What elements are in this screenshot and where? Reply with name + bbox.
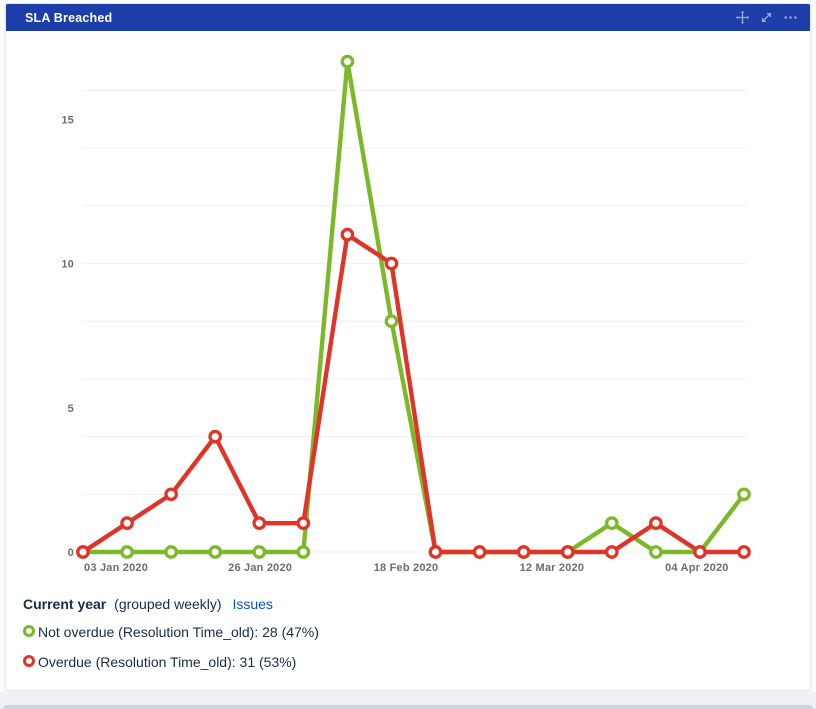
data-point-overdue-14[interactable] xyxy=(693,545,707,559)
legend-label-overdue: Overdue (Resolution Time_old): 31 (53%) xyxy=(38,654,297,670)
expand-icon[interactable] xyxy=(759,10,774,25)
data-point-not-overdue-1[interactable] xyxy=(120,545,134,559)
data-point-overdue-1[interactable] xyxy=(120,516,134,530)
x-axis-tick-label: 04 Apr 2020 xyxy=(665,562,729,574)
series-line-overdue xyxy=(80,232,747,555)
data-point-not-overdue-12[interactable] xyxy=(604,516,619,530)
data-point-overdue-8[interactable] xyxy=(428,545,443,559)
y-axis-tick-label: 0 xyxy=(68,547,74,559)
y-axis-tick-label: 15 xyxy=(61,114,74,126)
data-point-not-overdue-2[interactable] xyxy=(164,545,178,559)
move-icon[interactable] xyxy=(735,10,750,25)
data-point-overdue-0[interactable] xyxy=(76,545,90,559)
x-axis-tick-label: 03 Jan 2020 xyxy=(84,562,148,574)
data-point-overdue-13[interactable] xyxy=(649,516,663,530)
chart-legend: Current year (grouped weekly) Issues Not… xyxy=(6,583,810,677)
legend-item-overdue[interactable]: Overdue (Resolution Time_old): 31 (53%) xyxy=(23,647,810,677)
data-point-overdue-4[interactable] xyxy=(252,516,267,530)
legend-title-row: Current year (grouped weekly) Issues xyxy=(23,596,810,612)
x-axis-tick-label: 12 Mar 2020 xyxy=(520,562,585,574)
next-gadget-top-edge xyxy=(3,705,813,709)
gadget-header: SLA Breached xyxy=(6,4,810,31)
data-point-not-overdue-3[interactable] xyxy=(208,545,223,559)
y-axis-tick-label: 5 xyxy=(68,403,74,415)
data-point-overdue-7[interactable] xyxy=(384,256,399,271)
page-background-strip xyxy=(0,692,816,709)
x-axis-tick-label: 18 Feb 2020 xyxy=(374,562,439,574)
data-point-not-overdue-15[interactable] xyxy=(737,487,751,502)
data-point-not-overdue-13[interactable] xyxy=(649,545,663,559)
data-point-overdue-3[interactable] xyxy=(208,429,223,444)
data-point-not-overdue-5[interactable] xyxy=(296,545,311,559)
data-point-overdue-12[interactable] xyxy=(604,545,619,559)
sla-line-chart: 0 5 10 15 03 Jan 2020 26 Jan 2020 18 Feb 2020 1… xyxy=(61,54,751,574)
data-point-overdue-2[interactable] xyxy=(164,487,178,502)
data-point-not-overdue-6[interactable] xyxy=(340,54,355,69)
y-axis-tick-label: 10 xyxy=(61,259,74,271)
data-point-overdue-6[interactable] xyxy=(340,227,355,242)
more-icon[interactable] xyxy=(783,10,798,25)
data-point-overdue-10[interactable] xyxy=(516,545,531,559)
dashboard-gadget: SLA Breached 0 5 10 15 03 xyxy=(5,3,811,691)
legend-filter-name: Current year xyxy=(23,596,107,612)
data-point-overdue-5[interactable] xyxy=(296,516,311,530)
data-point-overdue-11[interactable] xyxy=(560,545,575,559)
legend-label-not-overdue: Not overdue (Resolution Time_old): 28 (4… xyxy=(38,624,319,640)
data-point-not-overdue-7[interactable] xyxy=(384,314,399,329)
data-point-not-overdue-4[interactable] xyxy=(252,545,267,559)
issues-link[interactable]: Issues xyxy=(232,596,273,612)
gadget-title: SLA Breached xyxy=(25,10,113,25)
x-axis-tick-label: 26 Jan 2020 xyxy=(228,562,292,574)
overdue-marker-icon xyxy=(23,655,35,667)
legend-grouping-label: (grouped weekly) xyxy=(114,596,222,612)
data-point-overdue-9[interactable] xyxy=(472,545,487,559)
legend-item-not-overdue[interactable]: Not overdue (Resolution Time_old): 28 (4… xyxy=(23,617,810,647)
data-point-overdue-15[interactable] xyxy=(737,545,751,559)
gadget-toolbar xyxy=(735,10,798,25)
not-overdue-marker-icon xyxy=(23,625,35,637)
